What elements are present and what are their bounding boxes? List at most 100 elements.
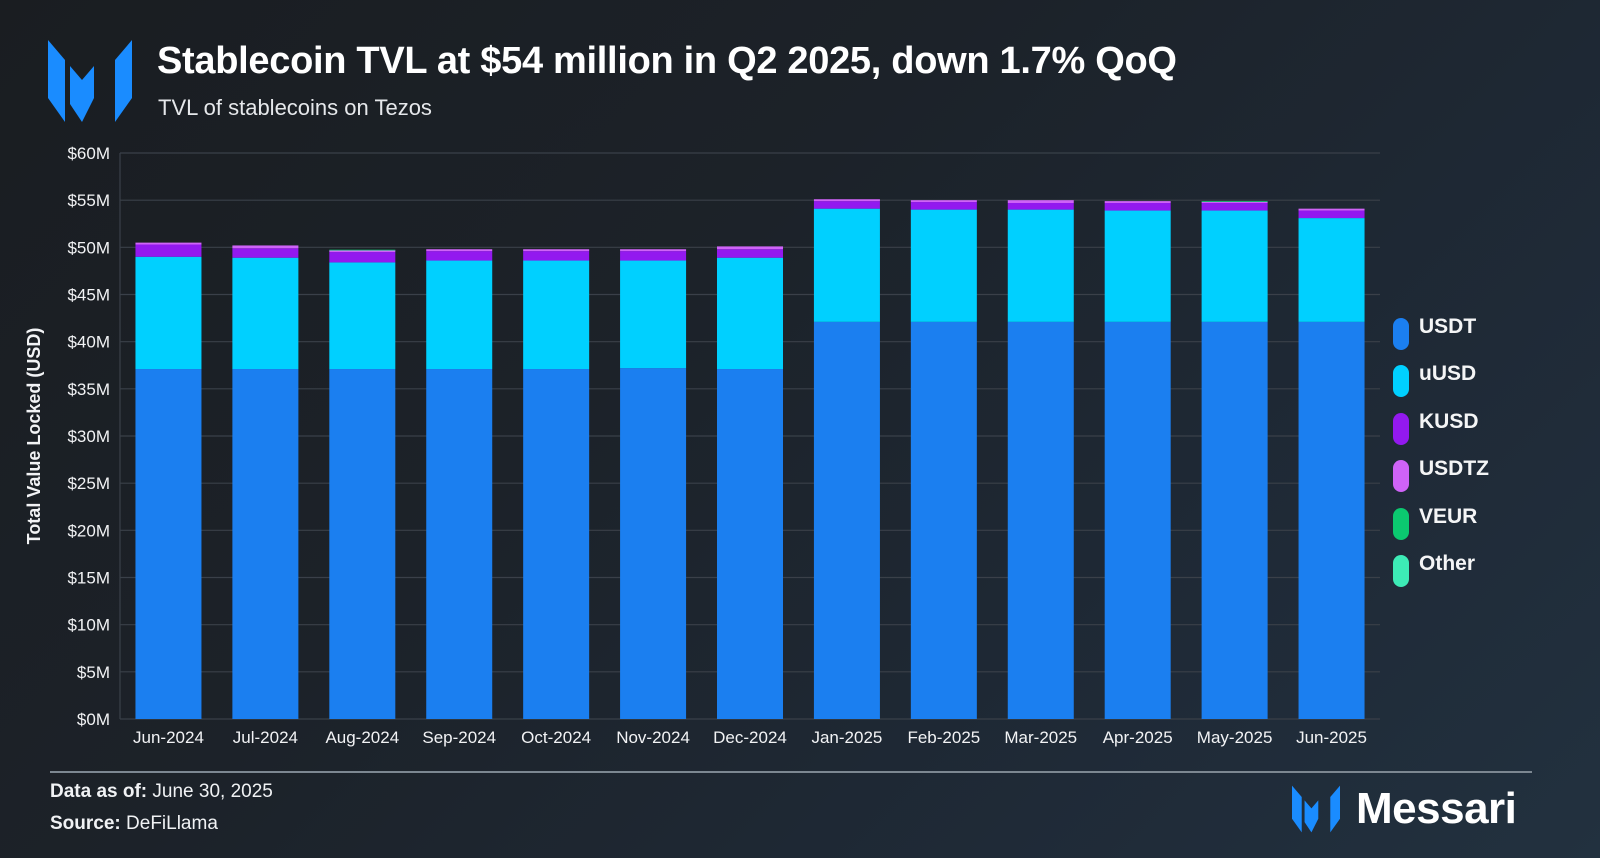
legend-label: USDTZ: [1419, 457, 1489, 481]
y-tick-label: $20M: [67, 521, 110, 540]
bar-segment-kusd: [523, 251, 590, 261]
bar-segment-usdt: [426, 369, 493, 719]
bar-segment-usdtz: [910, 200, 977, 203]
x-tick-label: Oct-2024: [521, 728, 591, 747]
bar-segment-usdtz: [717, 246, 783, 250]
y-axis-label: Total Value Locked (USD): [24, 328, 44, 545]
y-tick-label: $15M: [67, 569, 110, 588]
y-tick-label: $25M: [67, 474, 110, 493]
bar-segment-kusd: [1201, 202, 1268, 211]
bar-segment-uusd: [329, 262, 396, 370]
brand-name: Messari: [1356, 784, 1517, 833]
legend-item: USDT: [1393, 310, 1489, 358]
y-tick-label: $30M: [67, 427, 110, 446]
legend-swatch: [1393, 317, 1409, 350]
bar-segment-usdtz: [232, 245, 299, 249]
bar-segment-usdtz: [523, 249, 590, 252]
bar-segment-kusd: [620, 251, 687, 261]
bar-segment-kusd: [717, 249, 783, 258]
bar-segment-kusd: [1104, 202, 1171, 211]
stacked-bar-chart: $0M $5M $10M $15M $20M $25M $30M $35M $40M $45M $5…: [24, 144, 1380, 747]
legend-swatch: [1393, 365, 1409, 398]
x-tick-label: Apr-2025: [1103, 728, 1173, 747]
y-tick-label: $55M: [67, 191, 110, 210]
legend-label: Other: [1419, 552, 1476, 576]
bar-segment-kusd: [135, 244, 202, 257]
bar-segment-usdtz: [1298, 208, 1365, 211]
y-tick-label: $60M: [67, 144, 110, 163]
bar-segment-kusd: [813, 201, 880, 209]
bar-segment-usdtz: [426, 249, 493, 252]
bar-segment-uusd: [1104, 210, 1171, 322]
legend-label: USDT: [1419, 314, 1477, 338]
x-tick-label: Jul-2024: [233, 728, 298, 747]
footer-divider: [50, 771, 1532, 773]
bar-segment-usdt: [1007, 321, 1074, 719]
y-tick-label: $50M: [67, 238, 110, 257]
bar-segment-usdt: [1104, 321, 1171, 719]
bar-segment-usdt: [523, 369, 590, 719]
bar-segment-usdt: [1298, 321, 1365, 719]
x-tick-label: Mar-2025: [1004, 728, 1077, 747]
x-tick-label: Sep-2024: [422, 728, 496, 747]
bar-segment-kusd: [329, 252, 396, 263]
bar-segment-usdt: [1201, 321, 1268, 719]
bar-segment-usdt: [717, 369, 783, 719]
legend-item: KUSD: [1393, 405, 1489, 453]
bar-segment-uusd: [717, 257, 783, 370]
legend-item: VEUR: [1393, 500, 1489, 548]
x-tick-label: May-2025: [1197, 728, 1273, 747]
bar-segment-uusd: [1201, 210, 1268, 322]
y-tick-label: $10M: [67, 616, 110, 635]
data-as-of: Data as of: June 30, 2025: [50, 781, 273, 803]
bar-segment-kusd: [1298, 210, 1365, 219]
chart-subtitle: TVL of stablecoins on Tezos: [158, 95, 432, 120]
y-tick-label: $5M: [77, 663, 110, 682]
bar-segment-usdtz: [1201, 201, 1268, 203]
data-as-of-label: Data as of:: [50, 781, 148, 802]
messari-logo-icon: [48, 40, 132, 122]
bar-segment-usdt: [813, 321, 880, 719]
bar-segment-kusd: [426, 251, 493, 261]
y-tick-label: $45M: [67, 286, 110, 305]
chart-title: Stablecoin TVL at $54 million in Q2 2025…: [157, 40, 1177, 82]
bar-segment-kusd: [910, 202, 977, 210]
bar-segment-kusd: [1007, 202, 1074, 210]
bar-segment-veur: [329, 249, 396, 251]
y-tick-label: $40M: [67, 333, 110, 352]
x-tick-label: Jan-2025: [811, 728, 882, 747]
legend-swatch: [1393, 412, 1409, 445]
x-tick-label: Nov-2024: [616, 728, 690, 747]
bar-segment-usdtz: [1007, 200, 1074, 203]
legend-item: USDTZ: [1393, 453, 1489, 501]
bar-segment-uusd: [620, 260, 687, 369]
source-value: DeFiLlama: [126, 813, 218, 834]
source: Source: DeFiLlama: [50, 813, 218, 835]
y-tick-label: $0M: [77, 710, 110, 729]
bar-segment-usdtz: [329, 250, 396, 253]
bar-segment-usdt: [232, 369, 299, 719]
x-tick-label: Dec-2024: [713, 728, 787, 747]
bar-segment-uusd: [910, 209, 977, 322]
bar-segment-veur: [1201, 201, 1268, 202]
bar-segment-uusd: [1298, 218, 1365, 322]
legend-swatch: [1393, 555, 1409, 588]
bar-segment-usdt: [910, 321, 977, 719]
bar-segment-usdtz: [813, 199, 880, 202]
bar-segment-usdt: [329, 369, 396, 719]
chart-legend: USDT uUSD KUSD USDTZ VEUR Other: [1393, 310, 1489, 595]
legend-label: VEUR: [1419, 504, 1478, 528]
bar-segment-usdtz: [620, 249, 687, 252]
bar-segment-uusd: [1007, 209, 1074, 322]
bar-segment-kusd: [232, 248, 299, 258]
legend-swatch: [1393, 507, 1409, 540]
legend-label: KUSD: [1419, 409, 1479, 433]
legend-item: Other: [1393, 548, 1489, 596]
bar-segment-uusd: [135, 256, 202, 370]
x-tick-label: Jun-2025: [1296, 728, 1367, 747]
source-label: Source:: [50, 813, 121, 834]
bar-segment-uusd: [426, 260, 493, 370]
x-tick-label: Feb-2025: [907, 728, 980, 747]
legend-swatch: [1393, 460, 1409, 493]
messari-brand-logo-icon: [1292, 785, 1340, 833]
